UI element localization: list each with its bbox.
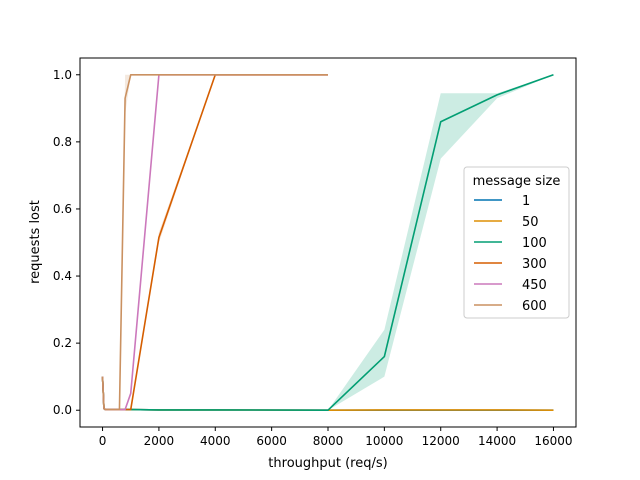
y-tick-label: 0.2	[53, 336, 72, 350]
legend-label-450: 450	[522, 278, 547, 293]
legend-label-600: 600	[522, 299, 547, 314]
legend-label-100: 100	[522, 236, 547, 251]
x-tick-label: 12000	[422, 434, 460, 448]
x-tick-label: 14000	[478, 434, 516, 448]
legend-label-300: 300	[522, 257, 547, 272]
legend-title: message size	[473, 174, 561, 189]
x-tick-label: 6000	[256, 434, 287, 448]
plot-frame	[79, 57, 577, 428]
y-tick-label: 0.6	[53, 202, 72, 216]
x-tick-label: 4000	[200, 434, 231, 448]
y-axis-ticks: 0.0 0.2 0.4 0.6 0.8 1.0	[53, 68, 80, 417]
y-tick-label: 1.0	[53, 68, 72, 82]
x-axis-ticks: 0 2000 4000 6000 8000 10000 12000 14000 16000	[99, 427, 573, 448]
x-tick-label: 10000	[365, 434, 403, 448]
x-tick-label: 8000	[313, 434, 344, 448]
y-axis-label: requests lost	[28, 200, 43, 284]
x-axis-label: throughput (req/s)	[268, 456, 387, 471]
x-tick-label: 16000	[534, 434, 572, 448]
series-line-600	[101, 73, 328, 411]
legend-items: 1 50 100 300 450 600	[474, 194, 547, 314]
y-tick-label: 0.0	[53, 403, 72, 417]
x-tick-label: 0	[99, 434, 107, 448]
y-tick-label: 0.8	[53, 135, 72, 149]
legend-label-50: 50	[522, 215, 539, 230]
legend-box	[463, 166, 570, 319]
legend: message size 1 50 100 300 450 600	[463, 166, 570, 319]
legend-label-1: 1	[522, 194, 530, 209]
series-lines	[101, 73, 554, 412]
confidence-bands	[119, 74, 554, 411]
y-tick-label: 0.4	[53, 269, 72, 283]
x-tick-label: 2000	[144, 434, 175, 448]
series-band-100	[328, 74, 554, 411]
